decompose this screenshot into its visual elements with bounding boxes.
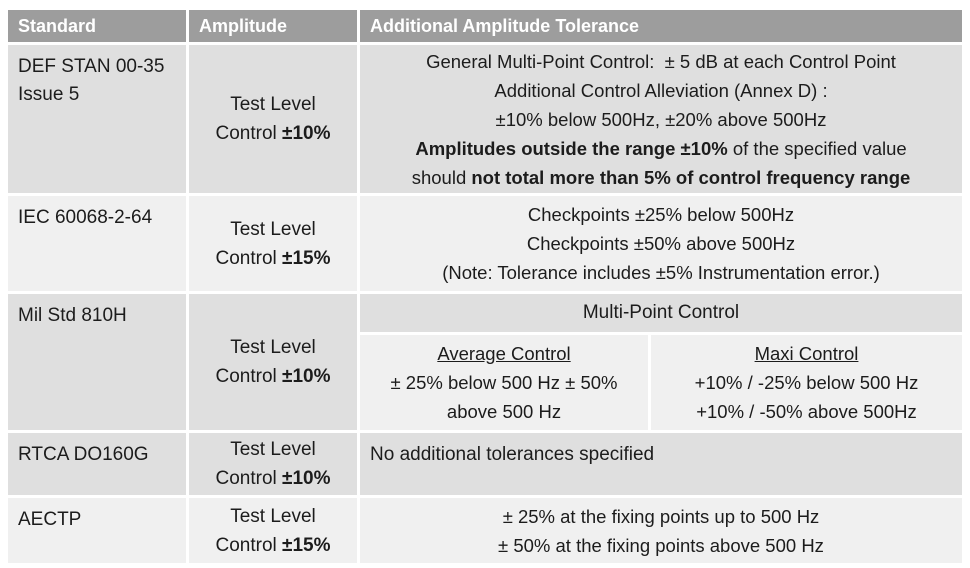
maxi-control-subcell: Maxi Control +10% / -25% below 500 Hz +1… [651, 335, 962, 430]
standard-name: RTCA DO160G [18, 444, 149, 465]
maxi-control-title: Maxi Control [754, 343, 859, 364]
aectp-tolerance-cell: ± 25% at the fixing points up to 500 Hz … [360, 498, 962, 563]
def-stan-amplitude-cell: Test Level Control ±10% [189, 45, 357, 193]
standard-issue: Issue 5 [18, 84, 80, 105]
amplitude-tolerance-table: Standard Amplitude Additional Amplitude … [8, 10, 962, 563]
header-additional-amplitude-tolerance: Additional Amplitude Tolerance [360, 10, 962, 42]
iec-amplitude-cell: Test Level Control ±15% [189, 196, 357, 291]
average-control-title: Average Control [437, 343, 571, 364]
header-amplitude: Amplitude [189, 10, 357, 42]
standard-name: DEF STAN 00-35 [18, 56, 165, 77]
standard-name: AECTP [18, 509, 82, 530]
header-standard: Standard [8, 10, 186, 42]
mil-std-tolerance-cell: Multi-Point Control Average Control ± 25… [360, 294, 962, 430]
rtca-standard-cell: RTCA DO160G [8, 433, 186, 495]
iec-standard-cell: IEC 60068-2-64 [8, 196, 186, 291]
standard-name: Mil Std 810H [18, 305, 127, 326]
multi-point-control-subheader: Multi-Point Control [360, 294, 962, 332]
aectp-amplitude-cell: Test Level Control ±15% [189, 498, 357, 563]
rtca-amplitude-cell: Test Level Control ±10% [189, 433, 357, 495]
def-stan-standard-cell: DEF STAN 00-35 Issue 5 [8, 45, 186, 193]
mil-std-amplitude-cell: Test Level Control ±10% [189, 294, 357, 430]
iec-tolerance-cell: Checkpoints ±25% below 500Hz Checkpoints… [360, 196, 962, 291]
mil-std-standard-cell: Mil Std 810H [8, 294, 186, 430]
aectp-standard-cell: AECTP [8, 498, 186, 563]
def-stan-tolerance-cell: General Multi-Point Control: ± 5 dB at e… [360, 45, 962, 193]
standard-name: IEC 60068-2-64 [18, 207, 153, 228]
rtca-tolerance-cell: No additional tolerances specified [360, 433, 962, 495]
average-control-subcell: Average Control ± 25% below 500 Hz ± 50%… [360, 335, 648, 430]
